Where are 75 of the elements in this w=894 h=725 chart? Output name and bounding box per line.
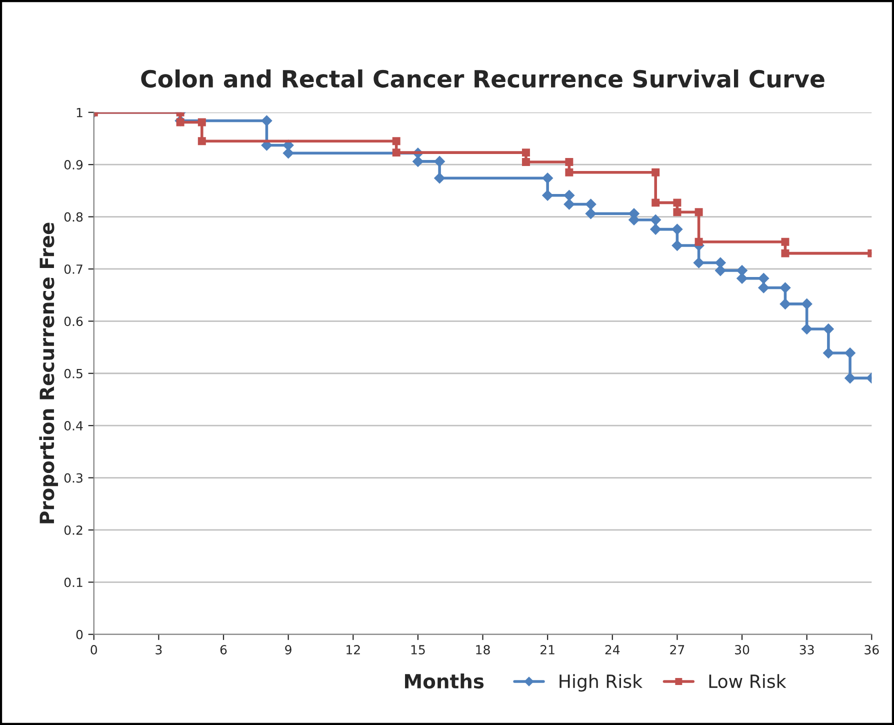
point — [565, 168, 574, 176]
x-tick-label: 0 — [90, 645, 98, 654]
x-axis-title: Months — [405, 674, 484, 689]
point — [565, 158, 574, 166]
point — [434, 172, 445, 184]
point — [758, 272, 770, 284]
x-tick-label: 24 — [605, 645, 620, 654]
point — [758, 282, 770, 294]
point — [672, 224, 683, 235]
point — [694, 208, 703, 216]
x-tick-label: 15 — [411, 645, 425, 654]
point — [542, 190, 554, 201]
point — [673, 198, 682, 207]
point — [693, 257, 704, 268]
point — [392, 148, 400, 157]
point — [585, 208, 596, 220]
x-tick-label: 18 — [476, 645, 490, 654]
legend-label: Low Risk — [709, 674, 786, 688]
point — [650, 224, 662, 235]
point — [412, 156, 424, 167]
point — [780, 298, 791, 310]
point — [652, 198, 660, 207]
point — [823, 324, 834, 334]
point — [198, 137, 206, 146]
y-tick-label: 1 — [76, 108, 82, 118]
point — [198, 118, 206, 126]
y-axis-title: Proportion Recurrence Free — [39, 222, 58, 524]
point — [781, 238, 790, 246]
point — [672, 240, 683, 251]
point — [650, 214, 662, 226]
x-tick-label: 33 — [800, 645, 814, 654]
x-tick-label: 12 — [346, 645, 360, 654]
point — [522, 158, 530, 166]
chart-title: Colon and Rectal Cancer Recurrence Survival Curve — [141, 69, 824, 88]
point — [522, 148, 530, 157]
x-tick-label: 30 — [735, 645, 750, 654]
y-tick-label: 0.3 — [64, 473, 82, 483]
y-tick-label: 0 — [76, 630, 83, 640]
y-tick-label: 0.9 — [64, 160, 83, 170]
point — [434, 156, 445, 167]
y-tick-label: 0.7 — [64, 264, 82, 274]
point — [714, 265, 726, 276]
point — [694, 238, 703, 246]
point — [392, 137, 400, 146]
point — [585, 198, 596, 210]
point — [261, 115, 272, 126]
point — [780, 282, 791, 294]
point — [282, 148, 294, 159]
x-tick-label: 36 — [864, 645, 879, 654]
y-tick-label: 0.2 — [64, 525, 82, 535]
y-tick-label: 0.8 — [64, 212, 83, 222]
point — [736, 265, 748, 276]
point — [844, 372, 856, 384]
x-tick-label: 6 — [220, 645, 227, 654]
y-tick-label: 0.5 — [64, 368, 82, 378]
point — [673, 208, 682, 216]
point — [542, 172, 554, 184]
point — [801, 324, 812, 334]
point — [823, 348, 834, 358]
x-tick-label: 9 — [285, 645, 292, 654]
point — [176, 118, 184, 126]
x-tick-label: 3 — [156, 645, 162, 654]
y-tick-label: 0.6 — [64, 316, 83, 326]
y-tick-label: 0.1 — [64, 578, 82, 588]
x-tick-label: 27 — [670, 645, 684, 654]
point — [714, 257, 726, 268]
point — [844, 348, 856, 358]
point — [801, 298, 812, 310]
x-tick-label: 21 — [540, 645, 554, 654]
point — [564, 190, 575, 201]
point — [652, 168, 660, 176]
point — [781, 249, 790, 258]
legend-label: High Risk — [560, 674, 643, 692]
y-tick-label: 0.4 — [64, 421, 83, 430]
point — [564, 198, 575, 210]
